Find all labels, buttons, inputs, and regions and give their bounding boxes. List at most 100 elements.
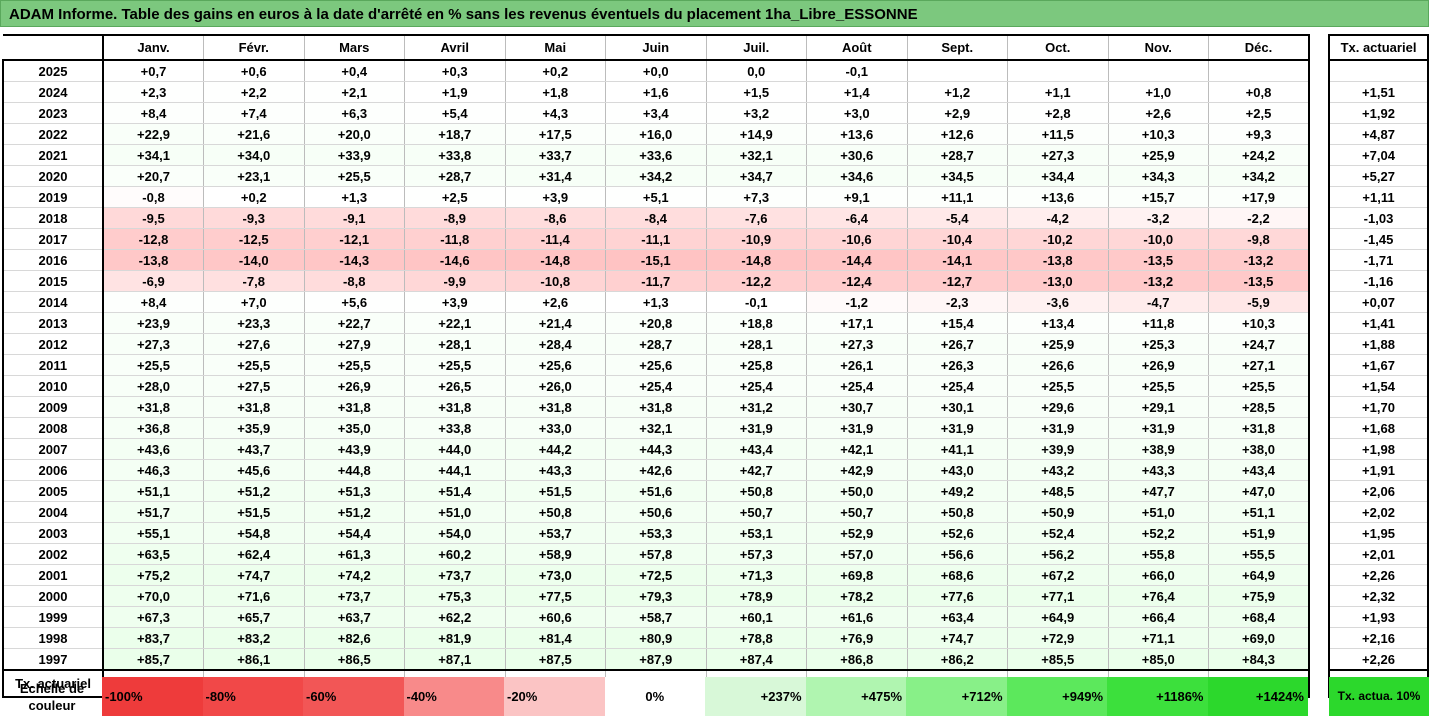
rate-cell: +4,87: [1328, 123, 1429, 145]
value-cell: +7,0: [203, 291, 305, 313]
value-cell: +8,4: [102, 102, 204, 124]
table-row: 2024 +2,3 +2,2 +2,1 +1,9 +1,8 +1,6 +1,5 +1,4 +1,2…: [2, 81, 1310, 103]
value-cell: +13,6: [806, 123, 908, 145]
value-cell: -11,8: [404, 228, 506, 250]
value-cell: -10,0: [1107, 228, 1209, 250]
value-cell: +27,3: [806, 333, 908, 355]
value-cell: +15,7: [1107, 186, 1209, 208]
value-cell: +24,2: [1208, 144, 1310, 166]
rate-cell: +1,11: [1328, 186, 1429, 208]
value-cell: +68,4: [1208, 606, 1310, 628]
value-cell: +0,8: [1208, 81, 1310, 103]
value-cell: +31,8: [605, 396, 707, 418]
footer-label: Tx. actuariel: [2, 669, 104, 698]
value-cell: +26,3: [906, 354, 1008, 376]
value-cell: -14,6: [404, 249, 506, 271]
value-cell: +58,7: [605, 606, 707, 628]
value-cell: -13,5: [1107, 249, 1209, 271]
year-column-header: [3, 34, 104, 61]
value-cell: -9,1: [303, 207, 405, 229]
value-cell: +26,1: [806, 354, 908, 376]
value-cell: +3,9: [404, 291, 506, 313]
value-cell: +33,8: [404, 417, 506, 439]
year-cell: 2020: [2, 165, 104, 187]
value-cell: +56,6: [906, 543, 1008, 565]
rate-cell: +5,27: [1328, 165, 1429, 187]
rate-row: -1,45: [1328, 228, 1429, 250]
rate-cell: +1,41: [1328, 312, 1429, 334]
value-cell: +1,0: [1107, 81, 1209, 103]
value-cell: -13,8: [1007, 249, 1109, 271]
table-row: 2014 +8,4 +7,0 +5,6 +3,9 +2,6 +1,3 -0,1 -1,2 -2,3…: [2, 291, 1310, 313]
rate-cell: +2,16: [1328, 627, 1429, 649]
value-cell: +25,5: [102, 354, 204, 376]
legend-swatch: 0%: [604, 677, 705, 716]
year-cell: 2010: [2, 375, 104, 397]
value-cell: +74,7: [203, 564, 305, 586]
value-cell: +26,6: [1007, 354, 1109, 376]
value-cell: +49,2: [906, 480, 1008, 502]
value-cell: +13,6: [1007, 186, 1109, 208]
value-cell: +51,9: [1208, 522, 1310, 544]
value-cell: +2,9: [906, 102, 1008, 124]
value-cell: +72,5: [605, 564, 707, 586]
table-row: 2023 +8,4 +7,4 +6,3 +5,4 +4,3 +3,4 +3,2 +3,0 +2,9…: [2, 102, 1310, 124]
value-cell: 0,0: [705, 59, 807, 82]
value-cell: +10,3: [1208, 312, 1310, 334]
table-row: 1999 +67,3 +65,7 +63,7 +62,2 +60,6 +58,7 +60,1 +…: [2, 606, 1310, 628]
value-cell: +33,0: [504, 417, 606, 439]
value-cell: +11,8: [1107, 312, 1209, 334]
value-cell: +0,2: [203, 186, 305, 208]
value-cell: +2,6: [504, 291, 606, 313]
value-cell: +3,2: [705, 102, 807, 124]
value-cell: +12,6: [906, 123, 1008, 145]
rate-cell: -1,71: [1328, 249, 1429, 271]
value-cell: +0,3: [404, 59, 506, 82]
value-cell: +27,6: [203, 333, 305, 355]
value-cell: +2,8: [1007, 102, 1109, 124]
rate-row: +1,91: [1328, 459, 1429, 481]
rate-cell: +1,51: [1328, 81, 1429, 103]
value-cell: +26,0: [504, 375, 606, 397]
value-cell: +21,6: [203, 123, 305, 145]
value-cell: +27,5: [203, 375, 305, 397]
value-cell: +28,1: [404, 333, 506, 355]
value-cell: +55,8: [1107, 543, 1209, 565]
value-cell: +42,9: [806, 459, 908, 481]
value-cell: +43,0: [906, 459, 1008, 481]
rate-cell: +2,02: [1328, 501, 1429, 523]
value-cell: +51,1: [102, 480, 204, 502]
value-cell: +23,9: [102, 312, 204, 334]
year-cell: 1997: [2, 648, 104, 671]
legend-swatch: +475%: [805, 677, 906, 716]
value-cell: +3,4: [605, 102, 707, 124]
value-cell: +34,3: [1107, 165, 1209, 187]
value-cell: +20,7: [102, 165, 204, 187]
value-cell: +56,2: [1007, 543, 1109, 565]
year-cell: 2012: [2, 333, 104, 355]
month-header: Juil.: [705, 34, 807, 61]
value-cell: -10,9: [705, 228, 807, 250]
rate-cell: +1,98: [1328, 438, 1429, 460]
rate-cell: +1,93: [1328, 606, 1429, 628]
legend-swatch: +1186%: [1107, 677, 1208, 716]
value-cell: +46,3: [102, 459, 204, 481]
value-cell: +26,9: [303, 375, 405, 397]
value-cell: +5,1: [605, 186, 707, 208]
value-cell: +81,9: [404, 627, 506, 649]
rate-row: +2,16: [1328, 627, 1429, 649]
value-cell: +34,7: [705, 165, 807, 187]
rate-cell: +2,26: [1328, 564, 1429, 586]
value-cell: +2,5: [404, 186, 506, 208]
value-cell: +67,2: [1007, 564, 1109, 586]
value-cell: +63,5: [102, 543, 204, 565]
rate-cell: +0,07: [1328, 291, 1429, 313]
rate-cell: -1,45: [1328, 228, 1429, 250]
rate-cell: +1,67: [1328, 354, 1429, 376]
rate-row: +1,11: [1328, 186, 1429, 208]
rate-row: +1,70: [1328, 396, 1429, 418]
value-cell: -10,2: [1007, 228, 1109, 250]
value-cell: +0,4: [303, 59, 405, 82]
value-cell: +73,0: [504, 564, 606, 586]
year-cell: 2009: [2, 396, 104, 418]
